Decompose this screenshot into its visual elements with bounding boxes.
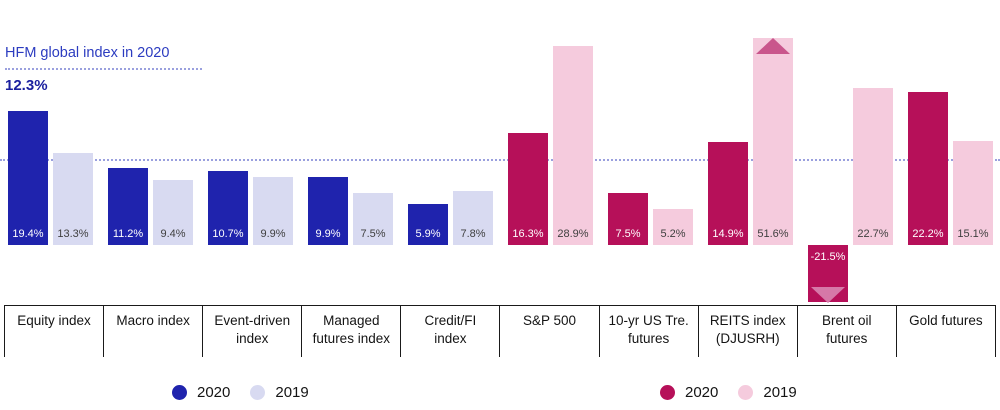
bar-2019-6: 28.9% — [553, 46, 593, 245]
bar-value-label: 9.9% — [260, 228, 286, 240]
bar-2020-5: 5.9% — [408, 204, 448, 245]
bar-group: 22.2% 15.1% — [900, 0, 1000, 305]
bar-value-label: 10.7% — [212, 228, 244, 240]
legend-dot-icon — [172, 385, 187, 400]
legend-label: 2019 — [763, 384, 797, 401]
reference-line-value: 12.3% — [5, 77, 48, 94]
bar-value-label: 15.1% — [957, 228, 989, 240]
bar-value-label: 19.4% — [12, 228, 44, 240]
reference-annotation: HFM global index in 2020 12.3% — [5, 45, 202, 94]
bar-value-label: 7.5% — [615, 228, 641, 240]
legend-label: 2020 — [685, 384, 719, 401]
axis-category-label: Macro index — [103, 306, 202, 357]
bar-2020-6: 16.3% — [508, 133, 548, 245]
bar-value-label: 5.2% — [660, 228, 686, 240]
bar-group: -21.5% 22.7% — [800, 0, 900, 305]
axis-category-label: Gold futures — [895, 306, 996, 357]
bar-2020-2: 11.2% — [108, 168, 148, 245]
bar-value-label: 14.9% — [712, 228, 744, 240]
bar-value-label: 11.2% — [112, 228, 144, 240]
bar-value-label: 51.6% — [757, 228, 789, 240]
axis-category-label: REITS index (DJUSRH) — [697, 306, 797, 357]
axis-category-label: S&P 500 — [499, 306, 598, 357]
bar-group: 5.9% 7.8% — [400, 0, 500, 305]
bar-2019-3: 9.9% — [253, 177, 293, 245]
bar-2020-3: 10.7% — [208, 171, 248, 245]
bar-2019-10: 15.1% — [953, 141, 993, 245]
bar-group: 16.3% 28.9% — [500, 0, 600, 305]
bar-2019-1: 13.3% — [53, 153, 93, 245]
legend-item-market-2019: 2019 — [738, 384, 797, 401]
legend-hedge: 2020 2019 — [172, 384, 309, 401]
bar-value-label: -21.5% — [810, 251, 846, 263]
reference-line — [0, 159, 1000, 161]
axis-category-label: Equity index — [4, 306, 103, 357]
legend-item-market-2020: 2020 — [660, 384, 718, 401]
axis-category-label: Credit/FI index — [400, 306, 499, 357]
truncation-down-icon — [811, 287, 845, 303]
bar-value-label: 9.9% — [315, 228, 341, 240]
bar-2019-9: 22.7% — [853, 88, 893, 245]
bar-value-label: 22.2% — [912, 228, 944, 240]
bar-2019-4: 7.5% — [353, 193, 393, 245]
bar-group: 19.4% 13.3% — [0, 0, 100, 305]
plot: 19.4% 13.3% 11.2% 9.4% 10.7% 9.9% 9.9% 7.5% 5.9%… — [0, 0, 1000, 305]
bar-2019-8: 51.6% — [753, 38, 793, 245]
legend-dot-icon — [660, 385, 675, 400]
bar-value-label: 9.4% — [160, 228, 186, 240]
bar-value-label: 13.3% — [57, 228, 89, 240]
x-axis: Equity index Macro index Event-driven inde… — [4, 305, 996, 357]
bar-value-label: 28.9% — [557, 228, 589, 240]
axis-category-label: 10-yr US Tre. futures — [598, 306, 698, 357]
legend-dot-icon — [250, 385, 266, 400]
legend-market: 2020 2019 — [660, 384, 797, 401]
legend-item-hedge-2019: 2019 — [250, 384, 309, 401]
bar-group: 7.5% 5.2% — [600, 0, 700, 305]
bar-group: 14.9% 51.6% — [700, 0, 800, 305]
bar-group: 9.9% 7.5% — [300, 0, 400, 305]
bar-value-label: 22.7% — [857, 228, 889, 240]
bar-2019-7: 5.2% — [653, 209, 693, 245]
bar-value-label: 7.8% — [460, 228, 486, 240]
axis-category-label: Brent oil futures — [796, 306, 896, 357]
annotation-underline — [5, 68, 202, 70]
bar-2020-9: -21.5% — [808, 245, 848, 303]
legend-label: 2020 — [197, 384, 231, 401]
reference-line-title: HFM global index in 2020 — [5, 45, 170, 61]
bar-value-label: 7.5% — [360, 228, 386, 240]
bar-2020-7: 7.5% — [608, 193, 648, 245]
truncation-up-icon — [756, 38, 790, 54]
bar-2019-2: 9.4% — [153, 180, 193, 245]
legend-item-hedge-2020: 2020 — [172, 384, 230, 401]
bar-value-label: 5.9% — [415, 228, 441, 240]
bar-2020-1: 19.4% — [8, 111, 48, 245]
bar-value-label: 16.3% — [512, 228, 544, 240]
bar-group: 10.7% 9.9% — [200, 0, 300, 305]
axis-category-label: Event-driven index — [202, 306, 301, 357]
bar-group: 11.2% 9.4% — [100, 0, 200, 305]
bar-2020-10: 22.2% — [908, 92, 948, 245]
bar-2020-4: 9.9% — [308, 177, 348, 245]
bar-2020-8: 14.9% — [708, 142, 748, 245]
bar-2019-5: 7.8% — [453, 191, 493, 245]
legend-dot-icon — [738, 385, 754, 400]
legend-label: 2019 — [275, 384, 309, 401]
axis-category-label: Managed futures index — [301, 306, 400, 357]
